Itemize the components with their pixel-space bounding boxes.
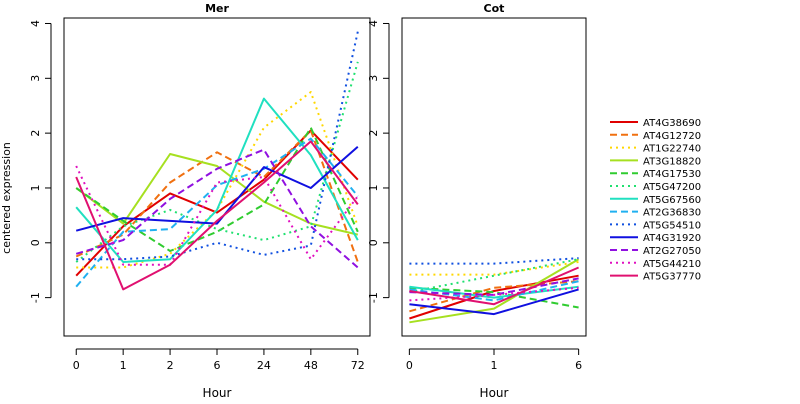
x-axis-label: Hour (203, 386, 232, 400)
plot-frame (63, 17, 371, 337)
legend-item: AT4G38690 (610, 118, 701, 129)
plot-frame (401, 17, 587, 337)
legend-label: AT5G47200 (643, 182, 701, 193)
legend-label: AT4G12720 (643, 131, 701, 142)
series-line-at4g38690 (75, 129, 359, 277)
series-line-at3g18820 (409, 258, 580, 324)
y-tick-label: 4 (367, 20, 380, 27)
series-line-at5g37770 (75, 140, 359, 291)
legend-item: AT5G44210 (610, 259, 701, 270)
y-tick-label: 0 (29, 239, 42, 246)
y-tick-label: 3 (367, 75, 380, 82)
chart-panels: Mer -1 0 1 2 3 4 0 1 2 6 24 48 72 Hour Cot -1 0 1 2 3 4 0 1 6 Hou… (29, 2, 587, 400)
series-line-at4g17530 (409, 286, 579, 309)
x-axis-label: Hour (480, 386, 509, 400)
legend-label: AT4G31920 (643, 233, 701, 244)
x-tick-label: 72 (351, 359, 365, 372)
panel-title: Mer (205, 2, 229, 15)
legend-item: AT4G31920 (610, 233, 701, 244)
series-line-at5g37770 (409, 266, 579, 306)
legend-label: AT1G22740 (643, 144, 701, 155)
x-tick-label: 0 (73, 359, 80, 372)
series-line-at1g22740 (76, 91, 359, 269)
y-tick-label: -1 (367, 292, 380, 303)
y-tick-label: 1 (29, 184, 42, 191)
panel-title: Cot (484, 2, 505, 15)
series-line-at2g27050 (75, 148, 359, 269)
legend-label: AT5G67560 (643, 195, 701, 206)
legend-label: AT4G17530 (643, 169, 701, 180)
panel-mer: Mer -1 0 1 2 3 4 0 1 2 6 24 48 72 Hour (29, 2, 371, 400)
legend-label: AT2G27050 (643, 246, 701, 257)
series-line-at4g12720 (409, 280, 579, 313)
series-line-at5g44210 (409, 286, 579, 302)
legend-label: AT5G37770 (643, 272, 701, 283)
series-line-at5g67560 (409, 285, 579, 299)
y-tick-label: -1 (29, 292, 42, 303)
x-tick-label: 2 (167, 359, 174, 372)
y-tick-label: 3 (29, 75, 42, 82)
legend-item: AT4G12720 (610, 131, 701, 142)
series-line-at2g36830 (75, 137, 359, 288)
x-tick-label: 6 (575, 359, 582, 372)
panel-cot: Cot -1 0 1 2 3 4 0 1 6 Hour (367, 2, 587, 400)
series-line-at4g31920 (75, 146, 359, 232)
series-line-at2g27050 (409, 277, 579, 296)
y-tick-label: 1 (367, 184, 380, 191)
legend-item: AT2G27050 (610, 246, 701, 257)
legend-label: AT5G44210 (643, 259, 701, 270)
legend-item: AT4G17530 (610, 169, 701, 180)
series-line-at4g12720 (75, 129, 359, 263)
legend-item: AT5G67560 (610, 195, 701, 206)
series-line-at5g67560 (75, 97, 359, 263)
x-tick-label: 1 (491, 359, 498, 372)
x-tick-label: 1 (120, 359, 127, 372)
legend-item: AT5G47200 (610, 182, 701, 193)
y-tick-label: 2 (367, 130, 380, 137)
y-tick-label: 4 (29, 20, 42, 27)
x-tick-label: 6 (214, 359, 221, 372)
legend-item: AT5G37770 (610, 272, 701, 283)
legend-label: AT2G36830 (643, 208, 701, 219)
x-tick-label: 24 (257, 359, 271, 372)
series-line-at5g44210 (75, 165, 359, 266)
legend-item: AT5G54510 (610, 220, 701, 231)
legend-label: AT3G18820 (643, 156, 701, 167)
series-line-at4g31920 (409, 288, 579, 316)
x-tick-label: 48 (304, 359, 318, 372)
legend-item: AT1G22740 (610, 144, 701, 155)
series-line-at1g22740 (409, 261, 579, 276)
y-tick-label: 0 (367, 239, 380, 246)
legend-item: AT2G36830 (610, 208, 701, 219)
series-line-at5g54510 (409, 257, 579, 265)
legend-item: AT3G18820 (610, 156, 701, 167)
series-line-at4g17530 (75, 126, 359, 252)
y-tick-label: 2 (29, 130, 42, 137)
x-tick-label: 0 (406, 359, 413, 372)
legend-label: AT5G54510 (643, 220, 701, 231)
legend-label: AT4G38690 (643, 118, 701, 129)
y-axis-label: centered expression (0, 142, 13, 254)
